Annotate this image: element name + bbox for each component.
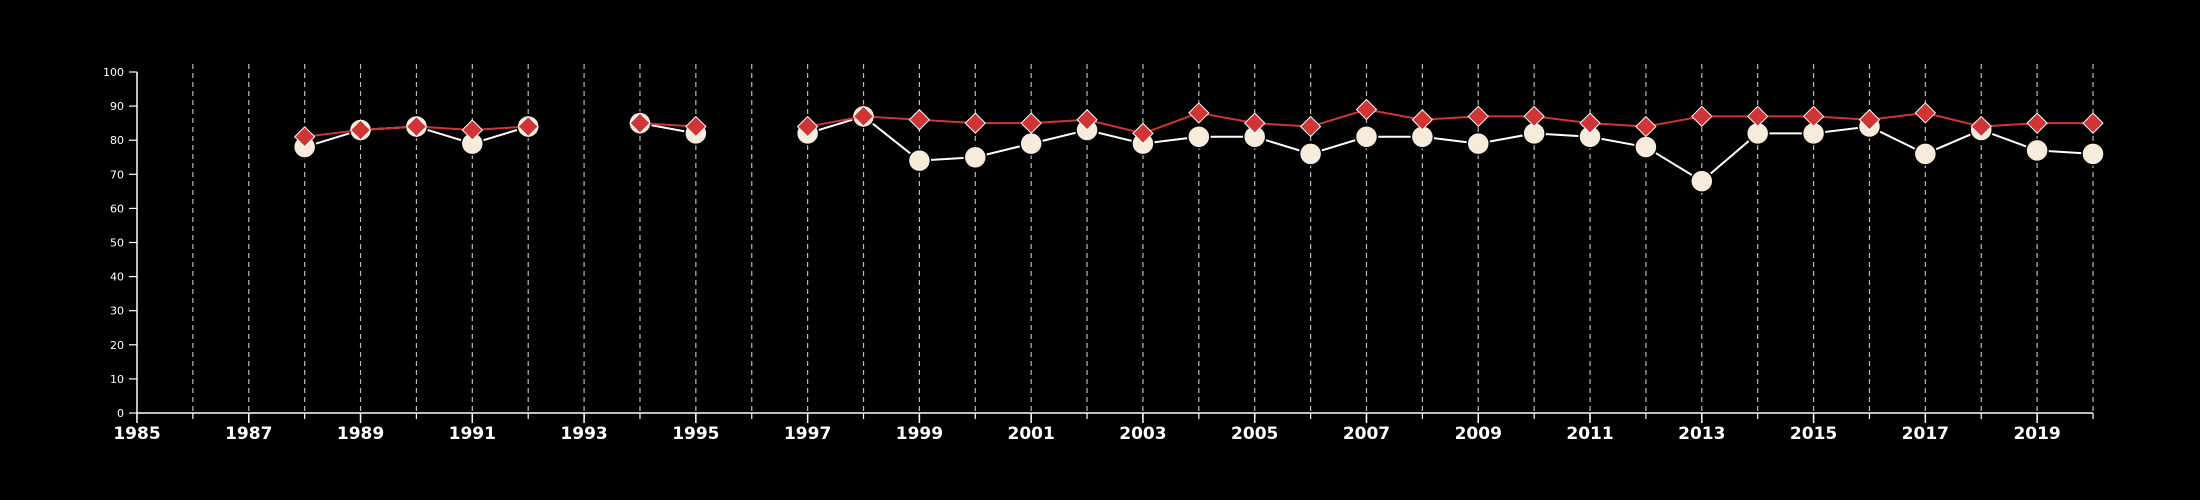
- y-tick-label: 50: [110, 237, 124, 250]
- data-point-diamond: [1691, 105, 1713, 128]
- data-point-diamond: [1970, 115, 1992, 138]
- x-tick-label: 2009: [1455, 424, 1502, 444]
- data-point-circle: [1913, 142, 1938, 166]
- data-point-diamond: [405, 115, 428, 138]
- data-point-diamond: [1579, 112, 1601, 134]
- data-point-circle: [2025, 138, 2049, 163]
- data-point-circle: [1354, 125, 1379, 149]
- data-point-diamond: [1020, 112, 1042, 134]
- y-tick-label: 20: [110, 339, 124, 352]
- x-tick-label: 2015: [1790, 424, 1837, 444]
- y-tick-label: 100: [103, 66, 124, 79]
- x-tick-label: 2011: [1566, 424, 1613, 444]
- data-point-circle: [1690, 169, 1714, 193]
- data-point-diamond: [461, 119, 484, 141]
- data-point-circle: [1634, 135, 1658, 159]
- data-point-diamond: [1244, 112, 1266, 134]
- data-point-diamond: [685, 115, 707, 138]
- data-point-diamond: [1635, 115, 1657, 138]
- data-point-diamond: [852, 105, 875, 128]
- data-point-diamond: [1355, 98, 1378, 121]
- y-tick-label: 60: [110, 202, 124, 215]
- data-point-diamond: [1299, 115, 1322, 138]
- data-point-diamond: [964, 112, 986, 134]
- x-tick-label: 2005: [1231, 424, 1278, 444]
- x-tick-label: 2007: [1343, 424, 1390, 444]
- data-point-diamond: [1076, 109, 1098, 131]
- data-point-diamond: [1411, 109, 1434, 131]
- data-point-diamond: [2082, 112, 2104, 134]
- x-tick-label: 1995: [672, 424, 719, 444]
- data-point-circle: [963, 145, 988, 169]
- data-point-circle: [2081, 142, 2105, 166]
- y-tick-label: 0: [117, 407, 124, 420]
- x-tick-label: 2013: [1678, 424, 1725, 444]
- x-tick-label: 2017: [1902, 424, 1949, 444]
- y-tick-label: 80: [110, 134, 124, 147]
- data-point-diamond: [1132, 122, 1154, 145]
- y-tick-label: 10: [110, 373, 124, 386]
- x-tick-label: 1991: [449, 424, 496, 444]
- x-tick-label: 2019: [2013, 424, 2060, 444]
- y-tick-label: 40: [110, 271, 124, 284]
- y-tick-label: 70: [110, 168, 124, 181]
- data-point-diamond: [629, 112, 651, 134]
- data-point-circle: [1298, 142, 1323, 166]
- data-point-circle: [1466, 131, 1491, 156]
- data-point-diamond: [1746, 105, 1769, 128]
- data-point-diamond: [349, 119, 372, 141]
- data-point-diamond: [1523, 105, 1545, 128]
- data-point-diamond: [908, 109, 931, 131]
- series-circle: [292, 104, 2105, 193]
- y-tick-label: 90: [110, 100, 124, 113]
- data-point-diamond: [1914, 102, 1937, 124]
- x-tick-label: 1999: [896, 424, 943, 444]
- data-point-circle: [1187, 125, 1211, 149]
- data-point-diamond: [517, 115, 539, 138]
- x-tick-label: 1993: [560, 424, 607, 444]
- x-tick-label: 1997: [784, 424, 831, 444]
- data-point-diamond: [2026, 112, 2048, 134]
- data-point-diamond: [1467, 105, 1489, 128]
- x-tick-label: 1989: [337, 424, 384, 444]
- data-point-circle: [1019, 131, 1043, 156]
- data-point-diamond: [293, 126, 316, 148]
- data-point-diamond: [1802, 105, 1825, 128]
- series-diamond: [293, 98, 2104, 148]
- axes: 0 10 20 30 40 50 60 70 80 90 100 1985 1987 1989 1991 19…: [103, 66, 2094, 444]
- data-point-circle: [907, 148, 932, 173]
- data-point-diamond: [796, 115, 819, 138]
- data-point-diamond: [1858, 109, 1881, 131]
- x-tick-label: 1985: [113, 424, 160, 444]
- x-tick-label: 2003: [1119, 424, 1166, 444]
- data-point-diamond: [1188, 102, 1210, 124]
- x-tick-label: 1987: [225, 424, 272, 444]
- x-tick-label: 2001: [1008, 424, 1055, 444]
- y-tick-label: 30: [110, 305, 124, 318]
- series: [292, 98, 2105, 193]
